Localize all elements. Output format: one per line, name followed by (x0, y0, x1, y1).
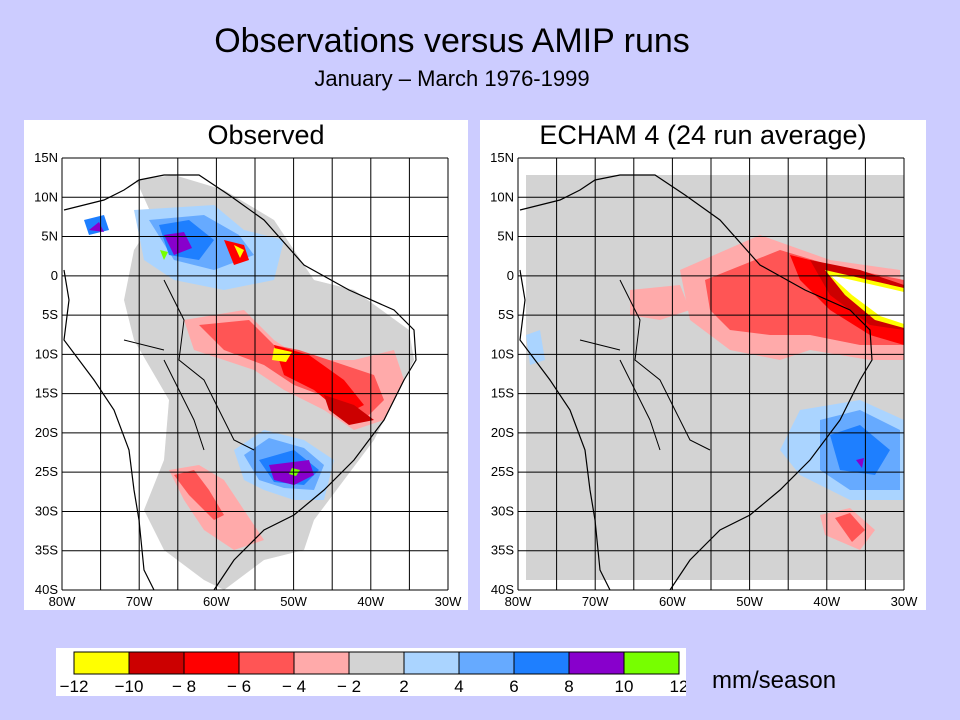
colorbar-swatch (458, 651, 515, 675)
lat-tick-label: 20S (35, 425, 58, 440)
slide-title: Observations versus AMIP runs (214, 22, 690, 60)
colorbar-tick-label: 6 (509, 677, 518, 696)
colorbar-swatch (348, 651, 405, 675)
lat-tick-label: 30S (35, 503, 58, 518)
lon-tick-label: 60W (203, 594, 230, 609)
colorbar-swatch (183, 651, 240, 675)
coastline (63, 174, 417, 591)
colorbar-tick-label: 2 (399, 677, 408, 696)
lat-tick-label: 5S (498, 307, 514, 322)
coastline (519, 174, 873, 591)
observed-panel-title: Observed (207, 120, 325, 150)
lon-tick-label: 60W (659, 594, 686, 609)
echam4-panel-title: ECHAM 4 (24 run average) (539, 120, 867, 150)
lat-tick-label: 35S (35, 543, 58, 558)
lat-tick-label: 30S (491, 503, 514, 518)
units-label: mm/season (712, 667, 837, 694)
lat-tick-label: 10S (491, 346, 514, 361)
lat-tick-label: 0 (51, 268, 58, 283)
country-borders (579, 279, 711, 451)
lon-tick-label: 80W (505, 594, 532, 609)
country-borders (123, 279, 255, 451)
lat-tick-label: 25S (35, 464, 58, 479)
colorbar-svg: −12 −10 − 8 − 6 − 4 − 2 2 4 6 8 10 12 (60, 651, 688, 696)
lon-tick-label: 50W (736, 594, 763, 609)
colorbar-tick-label: 12 (670, 677, 686, 696)
lat-tick-label: 5N (497, 229, 514, 244)
lat-tick-label: 10N (34, 189, 58, 204)
lat-tick-label: 10N (490, 189, 514, 204)
colorbar: −12 −10 − 8 − 6 − 4 − 2 2 4 6 8 10 12 (56, 648, 688, 696)
colorbar-tick-label: 4 (454, 677, 463, 696)
lat-tick-label: 15S (35, 386, 58, 401)
lat-tick-label: 25S (491, 464, 514, 479)
lat-tick-label: 35S (491, 543, 514, 558)
lat-tick-label: 15S (491, 386, 514, 401)
lon-tick-label: 40W (357, 594, 384, 609)
lon-tick-label: 40W (813, 594, 840, 609)
lat-tick-label: 40S (491, 582, 514, 597)
colorbar-swatch (568, 651, 625, 675)
lat-tick-label: 40S (35, 582, 58, 597)
lon-tick-label: 70W (126, 594, 153, 609)
slide-subtitle: January – March 1976-1999 (314, 66, 590, 91)
colorbar-tick-label: − 2 (337, 677, 361, 696)
colorbar-swatch (513, 651, 570, 675)
lon-tick-label: 70W (582, 594, 609, 609)
colorbar-tick-label: − 8 (172, 677, 196, 696)
colorbar-tick-label: 8 (564, 677, 573, 696)
lat-tick-label: 5N (41, 229, 58, 244)
lat-tick-label: 15N (34, 150, 58, 165)
colorbar-tick-label: −12 (60, 677, 89, 696)
colorbar-swatch (238, 651, 295, 675)
lat-tick-label: 10S (35, 346, 58, 361)
colorbar-swatch (403, 651, 460, 675)
lon-tick-label: 30W (435, 594, 462, 609)
colorbar-tick-label: 10 (615, 677, 634, 696)
lat-tick-label: 0 (507, 268, 514, 283)
lon-tick-label: 80W (49, 594, 76, 609)
lon-tick-label: 50W (280, 594, 307, 609)
lat-tick-label: 20S (491, 425, 514, 440)
echam4-map-panel: 15N 10N 5N 0 5S 10S 15S 20S 25S 30S 35S 40S 80W 70W 60… (480, 120, 926, 610)
lat-tick-label: 5S (42, 307, 58, 322)
colorbar-tick-label: − 4 (282, 677, 306, 696)
lat-tick-label: 15N (490, 150, 514, 165)
colorbar-swatch (293, 651, 350, 675)
observed-map-panel: 15N 10N 5N 0 5S 10S 15S 20S 25S 30S 35S 40S 80W 70W 60… (24, 120, 468, 610)
colorbar-swatch (73, 651, 130, 675)
colorbar-swatch (128, 651, 185, 675)
colorbar-tick-label: −10 (115, 677, 144, 696)
colorbar-tick-label: − 6 (227, 677, 251, 696)
lon-tick-label: 30W (891, 594, 918, 609)
colorbar-swatch (623, 651, 680, 675)
